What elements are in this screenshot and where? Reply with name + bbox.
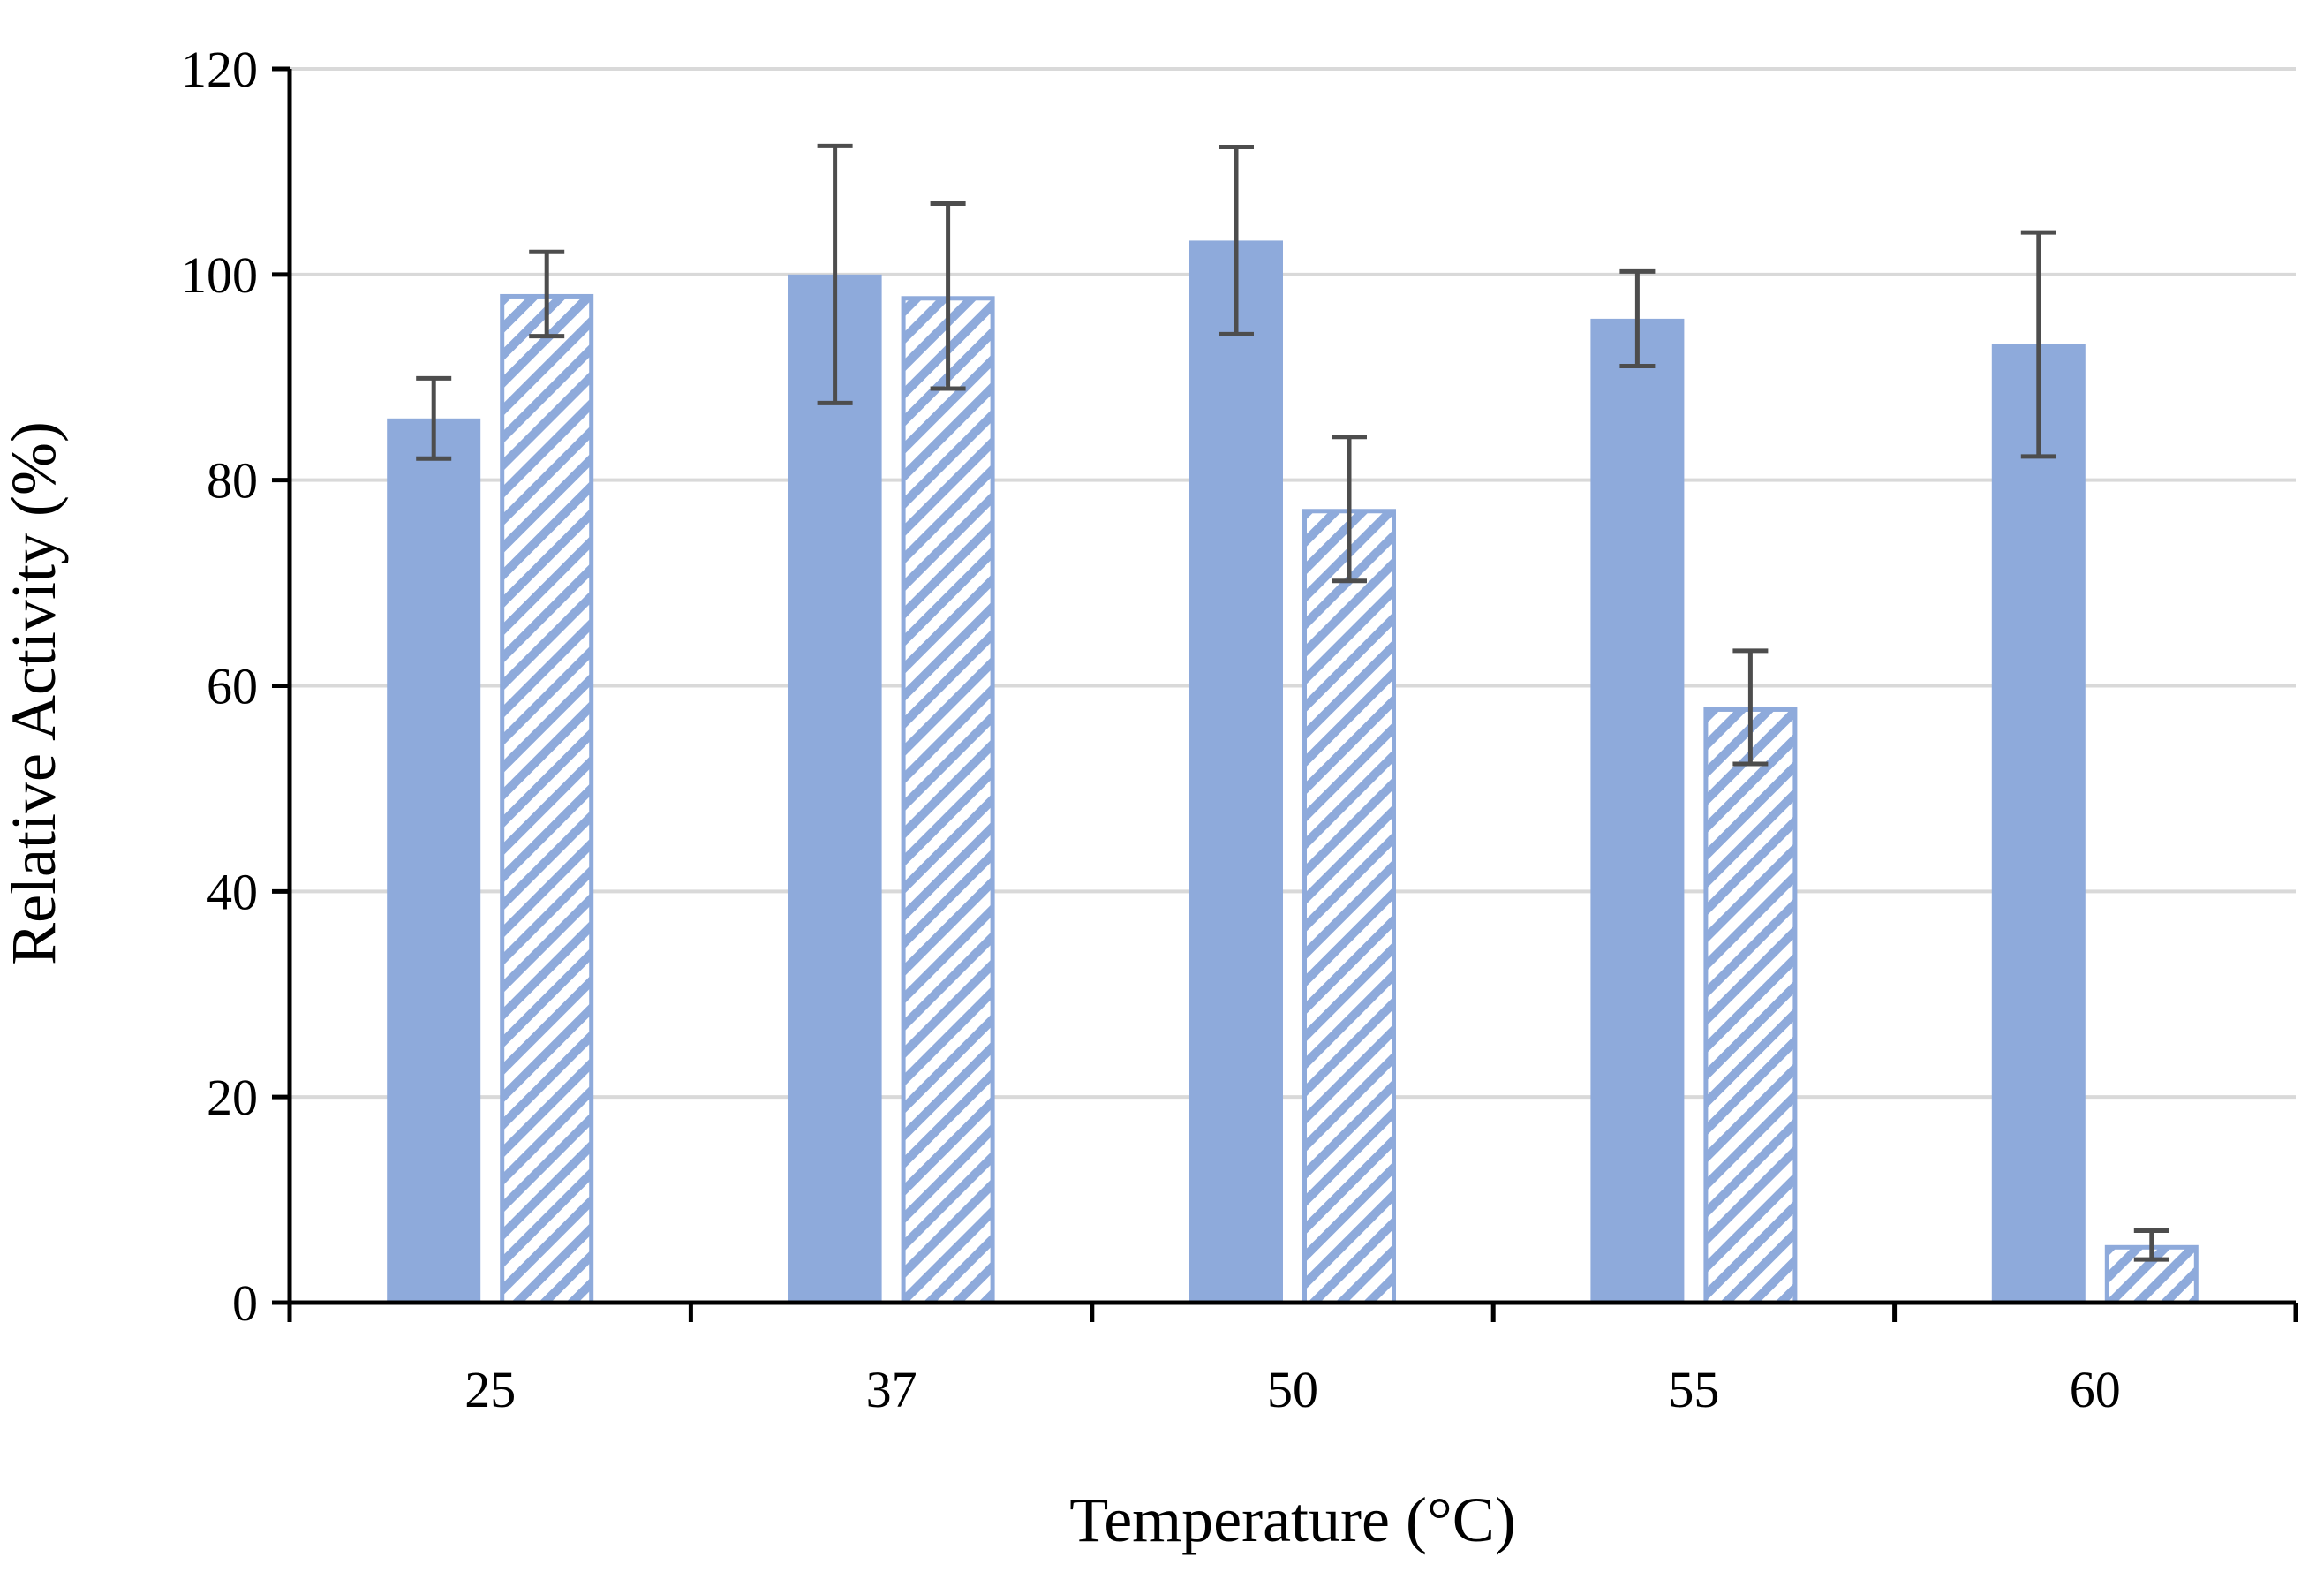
bar-hatched-50 — [1302, 509, 1396, 1305]
bar-hatched-55 — [1703, 707, 1798, 1305]
error-bars — [416, 143, 2169, 1262]
y-tick-label-40: 40 — [207, 863, 258, 920]
y-tick-label-0: 0 — [232, 1274, 258, 1332]
error-bar-solid-37 — [817, 143, 853, 405]
error-bar-hatched-50 — [1332, 435, 1367, 584]
y-tick-label-120: 120 — [181, 41, 258, 98]
bar-solid-50 — [1189, 240, 1283, 1304]
y-axis-title: Relative Activity (%) — [0, 421, 69, 965]
x-tick-label-37: 37 — [866, 1361, 917, 1418]
gridlines — [290, 67, 2296, 1100]
y-tick-label-80: 80 — [207, 452, 258, 510]
y-tick-label-60: 60 — [207, 658, 258, 715]
error-bar-hatched-37 — [930, 201, 966, 391]
y-tick-label-20: 20 — [207, 1069, 258, 1126]
error-bar-solid-60 — [2020, 230, 2056, 459]
bar-solid-55 — [1590, 318, 1685, 1304]
x-axis-title: Temperature (°C) — [1069, 1485, 1516, 1555]
x-tick-label-50: 50 — [1267, 1361, 1318, 1418]
x-tick-label-55: 55 — [1668, 1361, 1719, 1418]
error-bar-solid-25 — [416, 375, 452, 461]
y-tick-label-100: 100 — [181, 246, 258, 304]
error-bar-hatched-25 — [529, 249, 565, 339]
bars — [387, 240, 2199, 1305]
axes — [272, 66, 2298, 1322]
x-tick-label-25: 25 — [464, 1361, 516, 1418]
error-bar-hatched-55 — [1732, 648, 1769, 767]
bar-solid-25 — [387, 418, 481, 1304]
error-bar-solid-55 — [1619, 268, 1656, 368]
x-tick-label-60: 60 — [2070, 1361, 2121, 1418]
bar-hatched-25 — [500, 293, 594, 1305]
bar-solid-60 — [1991, 344, 2086, 1303]
error-bar-hatched-60 — [2133, 1228, 2169, 1262]
error-bar-solid-50 — [1219, 144, 1254, 336]
bar-solid-37 — [788, 274, 882, 1303]
tick-labels: 0 20 40 60 80 100 120 25 37 50 55 60 — [181, 41, 2121, 1418]
bar-hatched-37 — [901, 296, 995, 1305]
